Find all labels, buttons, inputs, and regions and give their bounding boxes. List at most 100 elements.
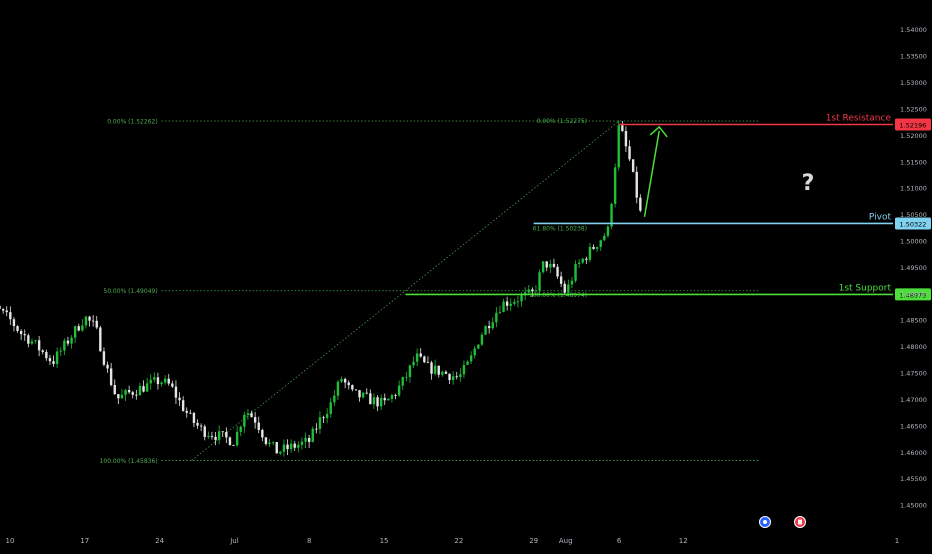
candle-body: [487, 326, 491, 329]
candle-body: [286, 444, 289, 450]
candle-body: [354, 389, 358, 391]
time-tick-label: Aug: [559, 537, 573, 545]
candle-body: [282, 444, 286, 452]
candle-body: [12, 319, 16, 327]
candle-body: [268, 442, 271, 444]
price-tick-label: 1.50000: [900, 237, 927, 245]
fib-right-label: 100.00% (1.48974): [529, 292, 587, 299]
candle-body: [37, 340, 41, 351]
candle-body: [217, 431, 221, 440]
candle-body: [138, 386, 142, 396]
candle-body: [408, 365, 412, 378]
candle-body: [405, 377, 408, 378]
candle-body: [639, 197, 642, 211]
candle-body: [66, 340, 70, 344]
candle-body: [199, 425, 203, 427]
candle-body: [120, 394, 124, 399]
candle-body: [109, 368, 113, 386]
candle-body: [520, 295, 523, 302]
candle-body: [441, 371, 444, 375]
candle-body: [333, 395, 336, 403]
candle-body: [502, 301, 505, 312]
time-tick-label: 22: [454, 537, 463, 545]
candle-body: [390, 395, 394, 399]
candle-body: [624, 131, 628, 147]
candle-body: [563, 283, 566, 293]
candle-body: [610, 203, 613, 227]
time-tick-label: Jul: [229, 537, 239, 545]
candle-body: [325, 413, 329, 419]
candle-body: [304, 437, 307, 442]
price-tick-label: 1.48500: [900, 317, 927, 325]
candle-body: [225, 432, 228, 438]
candle-body: [570, 280, 574, 285]
candle-body: [498, 311, 502, 313]
fib-level-label: 100.00% (1.45836): [100, 458, 158, 465]
candle-body: [527, 289, 530, 293]
candle-body: [297, 444, 300, 448]
candle-body: [264, 437, 268, 444]
candle-body: [383, 397, 386, 401]
event-flag-icon-dot: [763, 520, 767, 524]
candle-body: [437, 365, 440, 375]
candle-body: [322, 417, 325, 419]
candle-body: [592, 246, 595, 249]
candle-body: [552, 263, 556, 267]
price-axis[interactable]: 1.54000 1.53500 1.53000 1.52500 1.52000 1.515…: [900, 26, 927, 509]
candle-body: [192, 412, 196, 423]
candle-body: [311, 428, 314, 442]
event-icons[interactable]: [759, 516, 806, 528]
candle-body: [491, 322, 494, 329]
candle-body: [347, 382, 350, 386]
price-tick-label: 1.54000: [900, 26, 927, 34]
candle-body: [142, 386, 145, 392]
candle-body: [124, 390, 127, 395]
price-tick-label: 1.46500: [900, 422, 927, 430]
price-tick-label: 1.47500: [900, 370, 927, 378]
question-mark: ?: [802, 171, 815, 196]
level-name: Pivot: [869, 212, 892, 222]
candle-body: [77, 326, 80, 331]
candle-body: [585, 258, 588, 260]
candle-body: [329, 402, 332, 414]
price-tick-label: 1.49500: [900, 264, 927, 272]
candle-body: [412, 361, 415, 366]
time-tick-label: 12: [679, 537, 688, 545]
price-tick-label: 1.53000: [900, 79, 927, 87]
candle-body: [0, 305, 1, 309]
candle-body: [567, 284, 570, 293]
candle-body: [9, 312, 12, 320]
candle-body: [52, 361, 55, 364]
candle-body: [261, 429, 264, 438]
event-calendar-icon-glyph: [798, 519, 802, 525]
candle-body: [318, 417, 322, 429]
candle-body: [603, 235, 606, 241]
candle-body: [477, 344, 480, 349]
candle-body: [419, 353, 422, 357]
time-tick-label: 6: [617, 537, 622, 545]
candle-body: [271, 442, 275, 443]
candle-body: [376, 397, 379, 407]
candle-body: [574, 263, 577, 281]
candle-body: [257, 422, 260, 430]
candle-body: [250, 413, 253, 418]
candle-body: [617, 125, 620, 168]
candle-body: [59, 350, 62, 352]
level-price-tag: [895, 118, 931, 131]
candle-body: [99, 327, 102, 352]
time-axis[interactable]: 10 17 24 Jul 8 15 22 29 Aug 6 12 1: [6, 537, 900, 545]
candle-body: [145, 383, 149, 392]
candle-body: [534, 290, 538, 292]
candle-body: [34, 340, 37, 342]
candle-body: [102, 351, 106, 365]
candle-body: [73, 326, 77, 338]
candle-body: [336, 381, 340, 396]
candle-body: [239, 426, 242, 432]
price-tick-label: 1.47000: [900, 396, 927, 404]
candle-body: [135, 394, 138, 396]
candle-body: [545, 261, 548, 268]
projection-arrow-head: [649, 125, 668, 138]
candle-body: [5, 310, 8, 313]
